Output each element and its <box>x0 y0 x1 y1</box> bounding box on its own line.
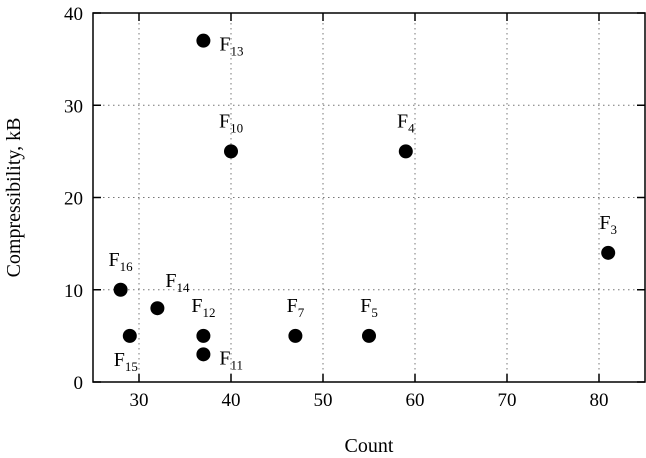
point-label: F4 <box>397 110 415 135</box>
point-label: F14 <box>165 270 190 295</box>
data-point <box>362 328 376 343</box>
y-axis-label: Compressibility, kB <box>3 118 25 278</box>
data-point <box>196 328 211 343</box>
point-label: F5 <box>360 295 378 320</box>
data-point <box>196 347 211 362</box>
data-point <box>122 328 137 343</box>
data-point <box>224 144 238 159</box>
x-tick-label: 60 <box>406 390 425 411</box>
x-tick-label: 70 <box>498 390 517 411</box>
point-label: F3 <box>599 212 617 237</box>
y-tick-label: 40 <box>64 4 83 25</box>
data-point <box>150 301 165 316</box>
x-tick-label: 80 <box>590 390 609 411</box>
data-point <box>398 144 413 159</box>
axis-ticks: 30 40 50 60 70 80 0 10 20 30 40 <box>64 4 645 411</box>
point-label: F10 <box>219 110 243 135</box>
point-label: F15 <box>114 349 138 374</box>
point-label: F11 <box>219 347 243 372</box>
x-tick-label: 40 <box>222 390 241 411</box>
x-tick-label: 50 <box>314 390 333 411</box>
x-tick-label: 30 <box>130 390 149 411</box>
data-point <box>288 328 303 343</box>
point-label: F12 <box>191 295 215 320</box>
y-tick-label: 20 <box>64 189 83 210</box>
point-label: F16 <box>109 249 134 274</box>
grid-lines <box>93 13 645 382</box>
y-tick-label: 0 <box>74 373 84 394</box>
y-tick-label: 10 <box>64 281 83 302</box>
y-tick-label: 30 <box>64 96 83 117</box>
point-label: F13 <box>219 34 243 59</box>
data-point <box>601 245 616 260</box>
point-label: F7 <box>287 295 305 320</box>
data-point <box>113 282 128 297</box>
data-point <box>196 33 211 48</box>
x-axis-label: Count <box>345 435 394 457</box>
